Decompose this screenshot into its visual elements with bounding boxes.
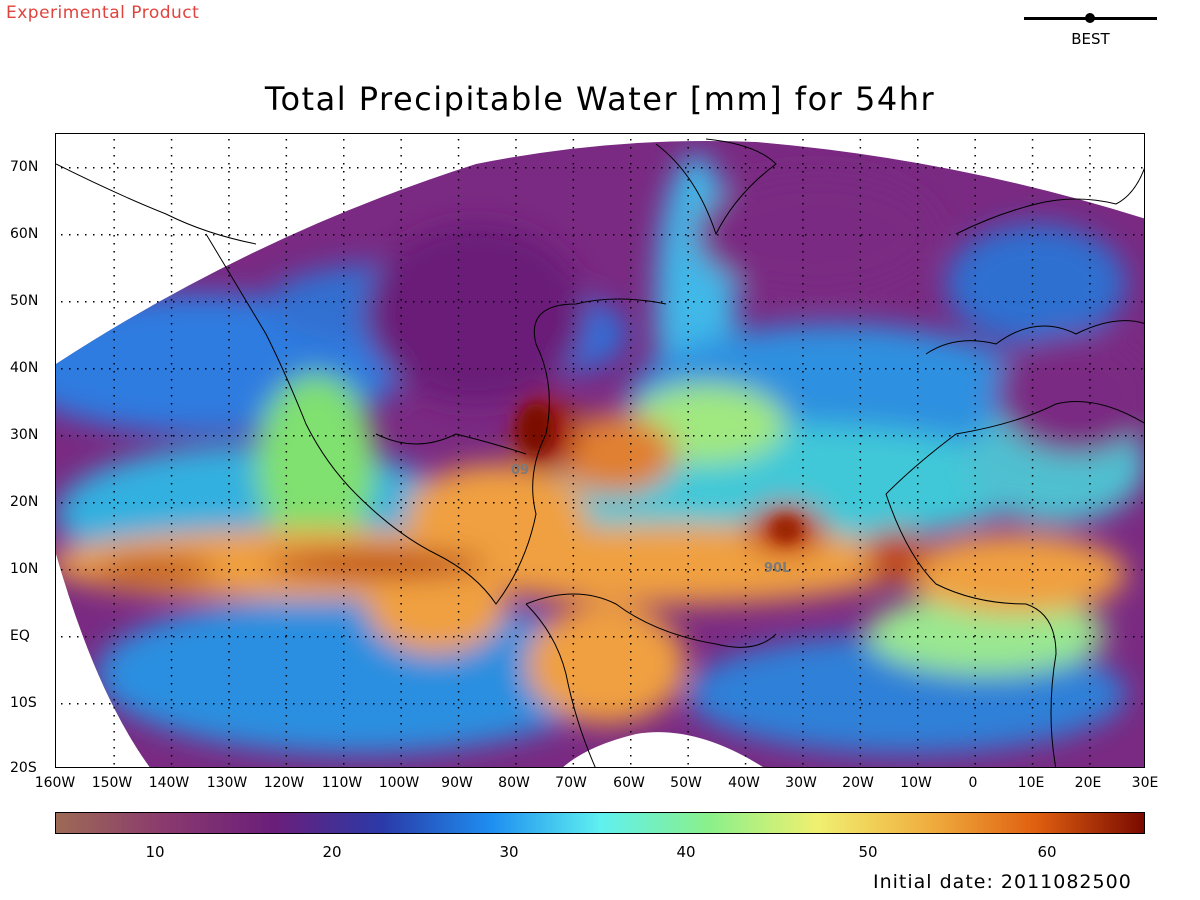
storm-label-90l: 90L [764,561,790,576]
lon-label: 70W [555,775,587,791]
lon-label: 10E [1017,775,1045,791]
lat-label: 10S [10,695,37,711]
colorbar-label: 50 [858,843,878,861]
initial-date-label: Initial date: 2011082500 [873,871,1132,893]
map-panel: 09 90L [55,133,1145,768]
best-track-marker [1085,13,1095,23]
lat-label: 10N [10,561,39,577]
lon-label: 20E [1074,775,1102,791]
precipitable-water-field: 09 90L [56,138,1144,767]
colorbar [55,812,1145,834]
lat-label: 70N [10,159,39,175]
lat-label: 60N [10,226,39,242]
lon-label: 90W [441,775,473,791]
lat-label: 50N [10,293,39,309]
colorbar-label: 20 [322,843,342,861]
lat-label: 20N [10,494,39,510]
lon-label: 110W [321,775,363,791]
lon-label: 80W [498,775,530,791]
map-title: Total Precipitable Water [mm] for 54hr [264,80,936,118]
lon-label: 100W [378,775,420,791]
lon-label: 150W [91,775,133,791]
lat-label: 40N [10,360,39,376]
lon-label: 160W [34,775,76,791]
lon-label: 130W [206,775,248,791]
best-track-legend: BEST [1024,8,1158,52]
colorbar-label: 10 [145,843,165,861]
colorbar-label: 60 [1037,843,1057,861]
colorbar-label: 40 [676,843,696,861]
lon-label: 50W [670,775,702,791]
lon-label: 120W [263,775,305,791]
lon-label: 40W [728,775,760,791]
best-track-label: BEST [1071,30,1110,48]
colorbar-label: 30 [499,843,519,861]
lon-label: 60W [613,775,645,791]
experimental-product-label: Experimental Product [6,3,200,23]
graticule [61,139,1143,765]
lat-label: EQ [10,628,30,644]
lon-label: 140W [148,775,190,791]
lat-label: 30N [10,427,39,443]
lon-label: 0 [968,775,978,791]
lon-label: 10W [900,775,932,791]
lon-label: 20W [842,775,874,791]
storm-label-09l: 09 [511,463,529,478]
lon-label: 30W [785,775,817,791]
lat-label: 20S [10,760,37,776]
lon-label: 30E [1131,775,1159,791]
